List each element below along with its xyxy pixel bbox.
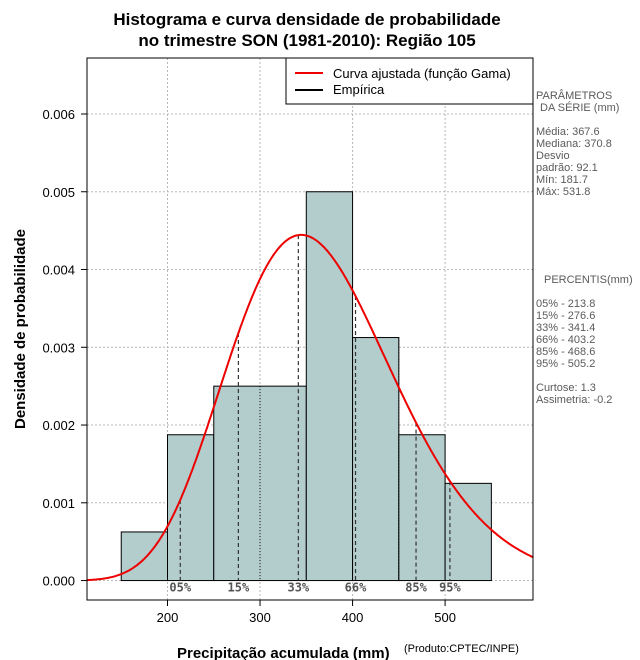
y-tick-label: 0.005 [42, 185, 75, 200]
percentile-marker-label: 05% [169, 581, 191, 595]
stat-kurtosis: Curtose: 1.3 [536, 382, 596, 394]
y-tick-label: 0.000 [42, 574, 75, 589]
percentile-row: 85% - 468.6 [536, 346, 596, 358]
y-tick-label: 0.002 [42, 418, 75, 433]
percentile-row: 05% - 213.8 [536, 298, 596, 310]
percentile-row: 33% - 341.4 [536, 322, 596, 334]
x-tick-label: 200 [157, 610, 179, 625]
stat-median: Mediana: 370.8 [536, 138, 612, 150]
stat-mean: Média: 367.6 [536, 126, 600, 138]
gamma-fit-curve [86, 233, 534, 582]
legend-label-fitted-curve: Curva ajustada (função Gama) [333, 66, 511, 81]
percentile-marker-label: 95% [439, 581, 461, 595]
x-tick-label: 500 [434, 610, 456, 625]
y-tick-label: 0.003 [42, 340, 75, 355]
stat-skewness: Assimetria: -0.2 [536, 394, 613, 406]
series-parameters-panel: PARÂMETROS DA SÉRIE (mm) Média: 367.6 Me… [536, 90, 640, 406]
histogram-bar [305, 191, 354, 582]
percentile-row: 95% - 505.2 [536, 358, 596, 370]
y-tick-label: 0.001 [42, 496, 75, 511]
stat-std-label: Desvio [536, 150, 570, 162]
histogram-bar [167, 434, 215, 582]
chart-title-line-2: no trimestre SON (1981-2010): Região 105 [138, 31, 475, 50]
histogram-bar [444, 482, 492, 582]
percentile-markers: 05% 15% 33% 66% 85% 95% [169, 235, 462, 595]
percentile-row: 15% - 276.6 [536, 310, 596, 322]
y-axis-title: Densidade de probabilidade [12, 229, 29, 429]
stat-max: Máx: 531.8 [536, 186, 591, 198]
legend: Curva ajustada (função Gama) Empírica [285, 57, 534, 105]
percentiles-heading: PERCENTIS(mm) [544, 274, 633, 286]
percentile-marker-label: 85% [405, 581, 427, 595]
axis-ticks: 200 300 400 500 0.000 0.001 0.002 0.003 0.004 0.0… [42, 107, 455, 625]
histogram-bar [398, 434, 446, 582]
legend-box [285, 57, 534, 105]
parameters-heading: PARÂMETROS [536, 90, 613, 102]
percentile-marker-label: 15% [228, 581, 250, 595]
x-tick-label: 300 [249, 610, 271, 625]
percentile-marker-label: 33% [287, 581, 309, 595]
legend-label-empirical: Empírica [333, 82, 385, 97]
stat-min: Mín: 181.7 [536, 174, 588, 186]
product-credit: (Produto:CPTEC/INPE) [404, 643, 519, 655]
x-tick-label: 400 [342, 610, 364, 625]
y-tick-label: 0.004 [42, 263, 75, 278]
histogram-bars [120, 191, 492, 582]
x-axis-title: Precipitação acumulada (mm) [177, 645, 390, 660]
percentile-row: 66% - 403.2 [536, 334, 596, 346]
chart-title-line-1: Histograma e curva densidade de probabil… [113, 10, 500, 29]
y-tick-label: 0.006 [42, 107, 75, 122]
percentile-marker-label: 66% [345, 581, 367, 595]
parameters-subheading: DA SÉRIE (mm) [540, 102, 620, 114]
stat-std: padrão: 92.1 [536, 162, 598, 174]
